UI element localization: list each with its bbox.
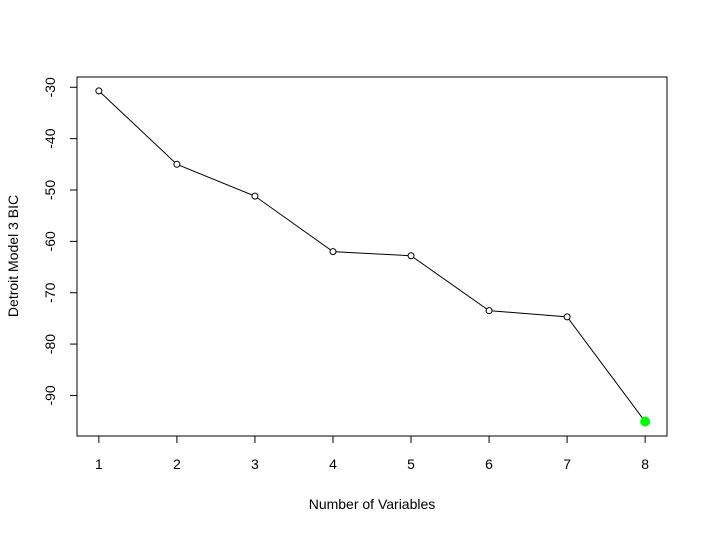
data-point [173, 160, 181, 168]
series-path [98, 90, 646, 422]
y-tick-label: -40 [42, 128, 58, 148]
series-line [95, 87, 651, 427]
data-point [563, 313, 571, 321]
min-bic-point [640, 416, 651, 427]
data-point [251, 192, 259, 200]
data-point [95, 87, 103, 95]
x-tick-label: 8 [641, 456, 649, 472]
y-axis-title: Detroit Model 3 BIC [5, 195, 21, 317]
data-point [485, 307, 493, 315]
data-point [407, 252, 415, 260]
x-axis: 1 2 3 4 5 6 7 8 [95, 435, 649, 472]
y-tick-label: -50 [42, 180, 58, 200]
plot-frame [76, 76, 668, 437]
x-tick-label: 3 [251, 456, 259, 472]
y-tick-label: -80 [42, 334, 58, 354]
y-axis: -90 -80 -70 -60 -50 -40 -30 [42, 77, 78, 406]
data-point [329, 248, 337, 256]
x-tick-label: 2 [173, 456, 181, 472]
y-tick-label: -90 [42, 385, 58, 405]
x-axis-title: Number of Variables [309, 496, 436, 512]
y-tick-label: -70 [42, 282, 58, 302]
x-tick-label: 7 [563, 456, 571, 472]
x-tick-label: 4 [329, 456, 337, 472]
x-tick-label: 1 [95, 456, 103, 472]
x-tick-label: 5 [407, 456, 415, 472]
x-tick-label: 6 [485, 456, 493, 472]
y-tick-label: -60 [42, 231, 58, 251]
y-tick-label: -30 [42, 77, 58, 97]
